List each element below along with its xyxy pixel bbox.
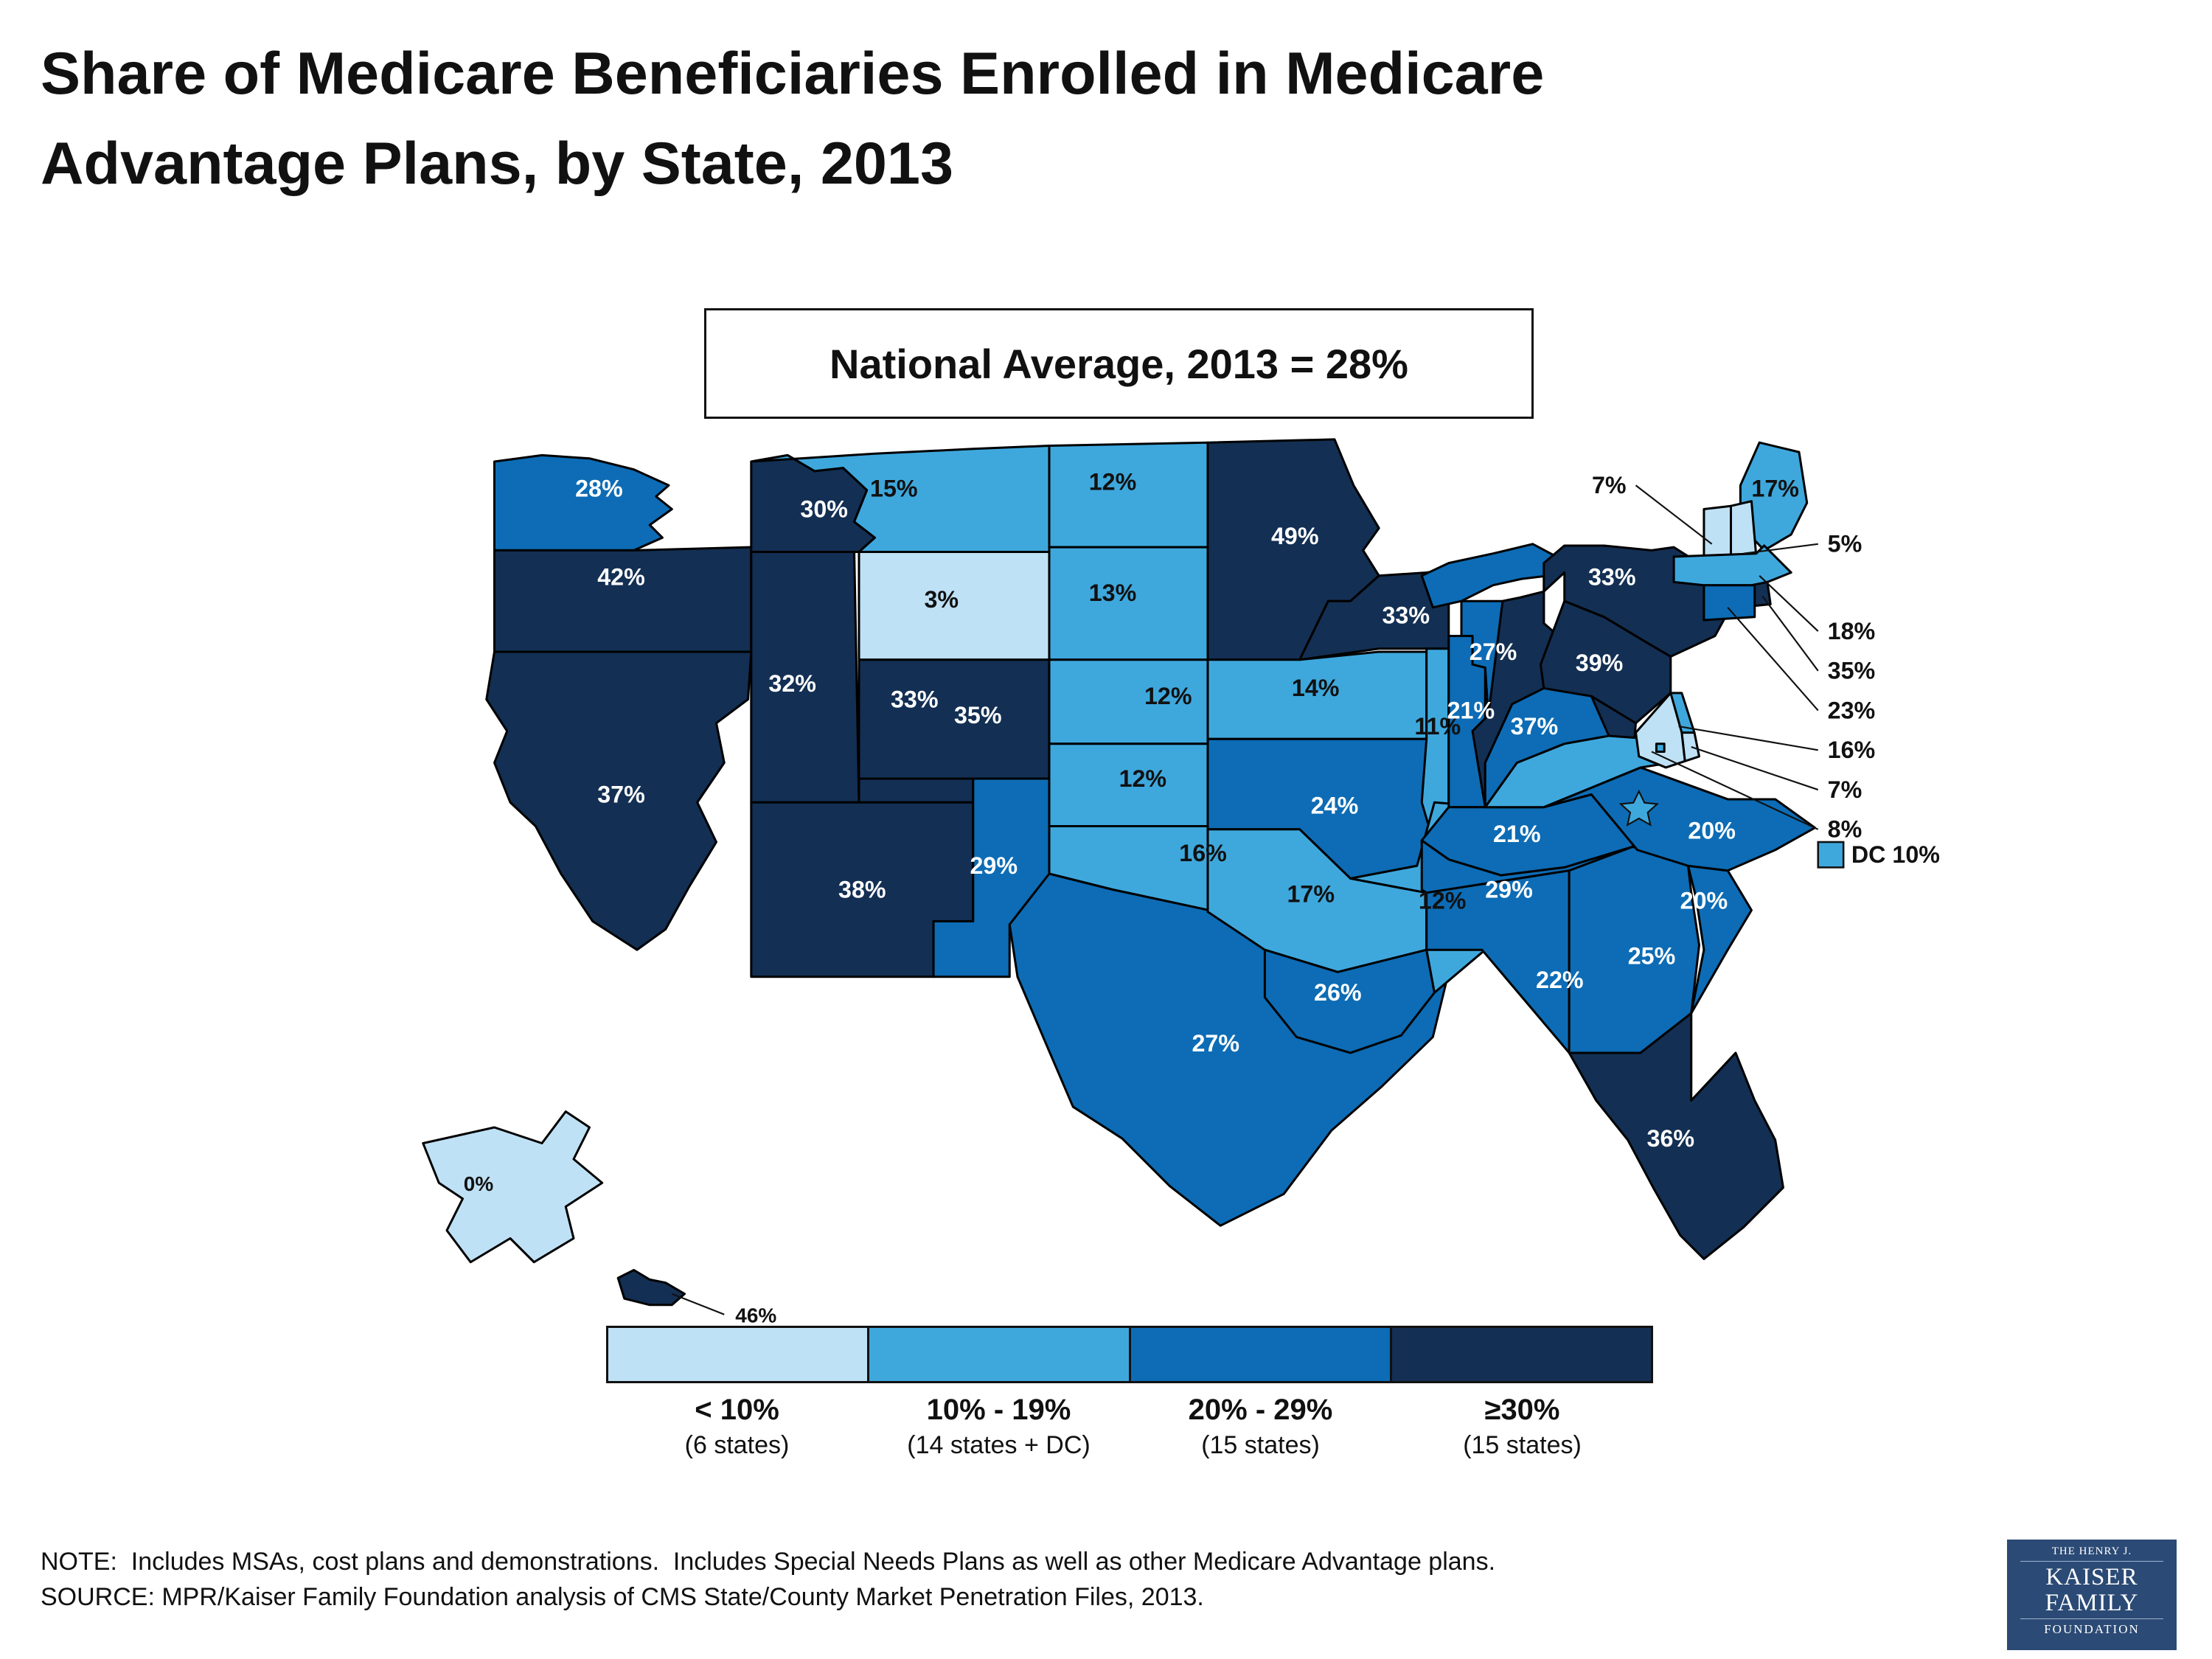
- svg-text:37%: 37%: [1511, 713, 1559, 740]
- svg-text:21%: 21%: [1447, 697, 1495, 723]
- svg-text:17%: 17%: [1287, 881, 1335, 908]
- svg-text:42%: 42%: [597, 564, 645, 591]
- svg-text:18%: 18%: [1828, 618, 1876, 644]
- svg-text:12%: 12%: [1119, 765, 1167, 792]
- svg-text:12%: 12%: [1419, 887, 1467, 914]
- svg-text:7%: 7%: [1592, 472, 1627, 498]
- svg-text:49%: 49%: [1271, 523, 1319, 549]
- svg-text:29%: 29%: [1485, 876, 1533, 902]
- svg-text:16%: 16%: [1179, 840, 1227, 866]
- svg-text:25%: 25%: [1628, 943, 1676, 970]
- svg-text:37%: 37%: [597, 781, 645, 807]
- svg-text:21%: 21%: [1493, 821, 1541, 847]
- svg-text:46%: 46%: [735, 1304, 776, 1326]
- svg-text:20%: 20%: [1680, 887, 1728, 914]
- svg-text:5%: 5%: [1828, 531, 1863, 557]
- svg-text:27%: 27%: [1470, 639, 1517, 665]
- svg-text:27%: 27%: [1192, 1030, 1239, 1057]
- svg-text:36%: 36%: [1647, 1125, 1695, 1152]
- svg-text:13%: 13%: [1089, 580, 1137, 606]
- svg-text:16%: 16%: [1828, 737, 1876, 763]
- svg-text:26%: 26%: [1314, 979, 1362, 1006]
- svg-text:33%: 33%: [1588, 564, 1636, 591]
- svg-text:28%: 28%: [575, 475, 623, 501]
- svg-text:23%: 23%: [1828, 697, 1876, 723]
- svg-text:0%: 0%: [464, 1172, 494, 1195]
- svg-text:35%: 35%: [1828, 658, 1876, 684]
- svg-text:35%: 35%: [954, 702, 1002, 728]
- svg-text:17%: 17%: [1751, 475, 1799, 501]
- svg-text:22%: 22%: [1536, 967, 1584, 993]
- svg-text:38%: 38%: [838, 876, 886, 902]
- svg-text:12%: 12%: [1144, 683, 1192, 709]
- svg-text:29%: 29%: [970, 852, 1018, 879]
- svg-text:24%: 24%: [1311, 792, 1359, 818]
- svg-text:14%: 14%: [1292, 675, 1340, 701]
- svg-text:7%: 7%: [1828, 776, 1863, 803]
- svg-text:8%: 8%: [1828, 816, 1863, 843]
- svg-text:DC 10%: DC 10%: [1851, 841, 1940, 868]
- svg-text:12%: 12%: [1089, 469, 1137, 495]
- svg-text:39%: 39%: [1576, 650, 1624, 676]
- svg-text:33%: 33%: [891, 686, 939, 712]
- svg-text:15%: 15%: [870, 475, 918, 501]
- svg-text:20%: 20%: [1688, 818, 1736, 844]
- svg-text:3%: 3%: [924, 586, 959, 613]
- svg-text:30%: 30%: [800, 495, 848, 522]
- svg-text:33%: 33%: [1382, 602, 1430, 628]
- svg-text:32%: 32%: [768, 670, 816, 697]
